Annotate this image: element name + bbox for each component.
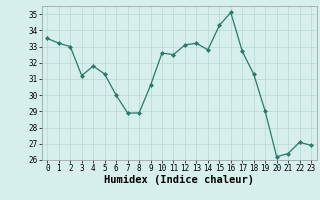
X-axis label: Humidex (Indice chaleur): Humidex (Indice chaleur) xyxy=(104,175,254,185)
